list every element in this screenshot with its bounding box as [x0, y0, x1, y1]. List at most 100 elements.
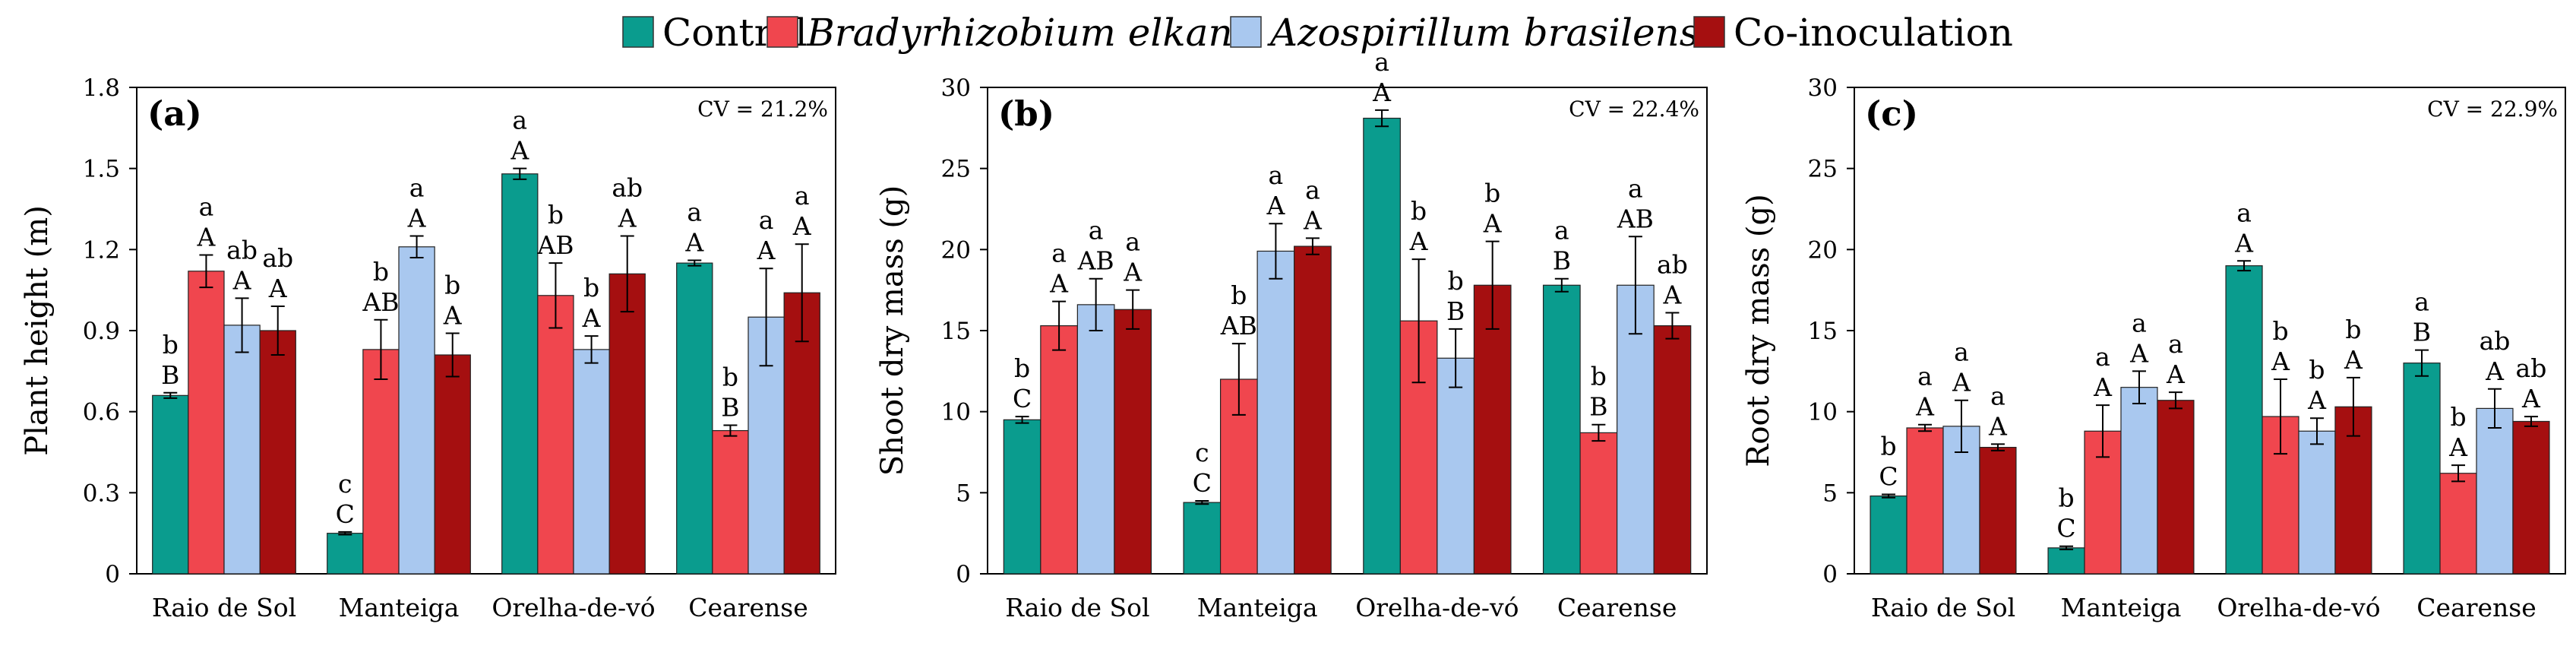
- sig-upper: A: [1409, 226, 1429, 256]
- bar-control: [152, 394, 189, 575]
- sig-lower: ab: [1657, 250, 1688, 280]
- bar-azospirillum-brasilense: [1437, 357, 1475, 575]
- legend-swatch-0: [622, 16, 654, 48]
- sig-lower: b: [2450, 402, 2466, 432]
- bar-azospirillum-brasilense: [573, 349, 610, 575]
- legend-label-1: Bradyrhizobium elkanii: [806, 11, 1257, 55]
- sig-lower: b: [1014, 353, 1030, 383]
- sig-upper: A: [1915, 392, 1935, 422]
- sig-upper: AB: [1077, 246, 1114, 276]
- sig-lower: b: [583, 273, 599, 302]
- sig-upper: C: [1013, 384, 1032, 413]
- x-category-label: Cearense: [2416, 593, 2536, 622]
- bar-control: [1363, 117, 1401, 575]
- y-axis-label: Shoot dry mass (g): [875, 185, 910, 477]
- panel-label: (c): [1865, 93, 1918, 134]
- sig-upper: B: [1446, 296, 1465, 326]
- y-tick-label: 0.9: [83, 318, 120, 345]
- panel-0: 0 0.3 0.6 0.9 1.2 1.5 1.8 Plant height (m) (a) CV…: [20, 74, 836, 622]
- bar-control: [501, 173, 539, 575]
- x-category-label: Orelha-de-vó: [2217, 593, 2380, 622]
- sig-lower: a: [1554, 216, 1569, 245]
- sig-upper: AB: [1617, 204, 1654, 233]
- sig-upper: B: [721, 392, 739, 422]
- x-category-label: Cearense: [688, 593, 808, 622]
- legend-swatch-3: [1693, 16, 1725, 48]
- sig-lower: c: [338, 469, 352, 499]
- legend-label-3: Co-inoculation: [1734, 11, 2013, 55]
- sig-lower: a: [759, 205, 774, 235]
- bar-co-inoculation: [2512, 420, 2550, 575]
- sig-upper: A: [1988, 411, 2008, 441]
- sig-lower: ab: [226, 235, 258, 264]
- y-tick-label: 1.8: [83, 74, 120, 102]
- sig-upper: A: [1266, 191, 1285, 220]
- bar-bradyrhizobium-elkanii: [1906, 427, 1944, 575]
- y-tick-label: 5: [956, 480, 971, 507]
- sig-upper: A: [1123, 258, 1143, 287]
- x-category-label: Orelha-de-vó: [1355, 593, 1519, 622]
- sig-upper: A: [2234, 228, 2254, 258]
- legend: Control Bradyrhizobium elkanii Azospirillu…: [622, 11, 2013, 55]
- sig-upper: A: [2166, 359, 2186, 389]
- bar-control: [2225, 265, 2263, 575]
- sig-upper: A: [2271, 347, 2290, 376]
- sig-upper: C: [336, 499, 355, 529]
- sig-upper: A: [407, 204, 427, 233]
- y-tick-label: 30: [941, 74, 971, 102]
- sig-upper: A: [2521, 384, 2541, 413]
- sig-upper: B: [1589, 392, 1607, 422]
- sig-lower: b: [444, 271, 460, 300]
- sig-lower: c: [1195, 438, 1209, 467]
- bar-azospirillum-brasilense: [223, 325, 261, 575]
- sig-upper: B: [161, 360, 179, 390]
- sig-upper: A: [232, 265, 252, 295]
- bar-co-inoculation: [434, 354, 471, 575]
- cv-label: CV = 21.2%: [697, 97, 828, 122]
- sig-lower: a: [795, 181, 810, 211]
- bar-control: [1542, 284, 1581, 575]
- y-tick-label: 1.2: [83, 236, 120, 264]
- sig-lower: a: [2414, 287, 2429, 317]
- bar-co-inoculation: [1979, 446, 2017, 575]
- bar-azospirillum-brasilense: [1076, 304, 1115, 575]
- sig-upper: A: [197, 222, 217, 252]
- sig-lower: b: [1484, 179, 1500, 208]
- sig-lower: ab: [262, 243, 293, 273]
- y-tick-label: 0: [1822, 561, 1838, 588]
- sig-lower: a: [2236, 198, 2252, 227]
- sig-lower: a: [2132, 308, 2147, 337]
- y-tick-label: 0: [956, 561, 971, 588]
- sig-lower: b: [373, 257, 389, 287]
- x-category-label: Manteiga: [339, 593, 460, 622]
- sig-upper: B: [1553, 246, 1571, 276]
- sig-lower: a: [1125, 227, 1140, 257]
- sig-lower: a: [2168, 329, 2183, 359]
- sig-upper: A: [582, 303, 602, 333]
- bar-azospirillum-brasilense: [2120, 387, 2158, 575]
- sig-lower: b: [722, 362, 738, 391]
- panel-2: 0 5 10 15 20 25 30 Root dry mass (g) (c) CV = 22.…: [1741, 74, 2566, 622]
- y-tick-label: 1.5: [83, 156, 120, 183]
- x-category-label: Raio de Sol: [152, 593, 296, 622]
- y-tick-label: 30: [1808, 74, 1838, 102]
- legend-label-2: Azospirillum brasilense: [1267, 11, 1721, 55]
- chart-panels: 0 0.3 0.6 0.9 1.2 1.5 1.8 Plant height (m) (a) CV…: [20, 47, 2566, 622]
- bar-co-inoculation: [1114, 309, 1152, 575]
- bar-azospirillum-brasilense: [2298, 430, 2336, 575]
- bar-bradyrhizobium-elkanii: [2439, 473, 2477, 575]
- sig-upper: A: [2093, 372, 2113, 402]
- sig-lower: a: [1990, 381, 2005, 410]
- bar-control: [676, 262, 713, 575]
- bar-co-inoculation: [1473, 284, 1512, 575]
- sig-lower: b: [1411, 196, 1427, 226]
- bar-co-inoculation: [259, 330, 296, 575]
- y-axis-label: Plant height (m): [20, 205, 55, 456]
- sig-lower: a: [687, 198, 702, 227]
- sig-upper: A: [1049, 269, 1069, 299]
- sig-upper: AB: [1220, 311, 1257, 340]
- y-tick-label: 0.3: [83, 480, 120, 507]
- x-category-label: Raio de Sol: [1871, 593, 2015, 622]
- y-tick-label: 10: [1808, 399, 1838, 426]
- bar-co-inoculation: [2157, 400, 2195, 575]
